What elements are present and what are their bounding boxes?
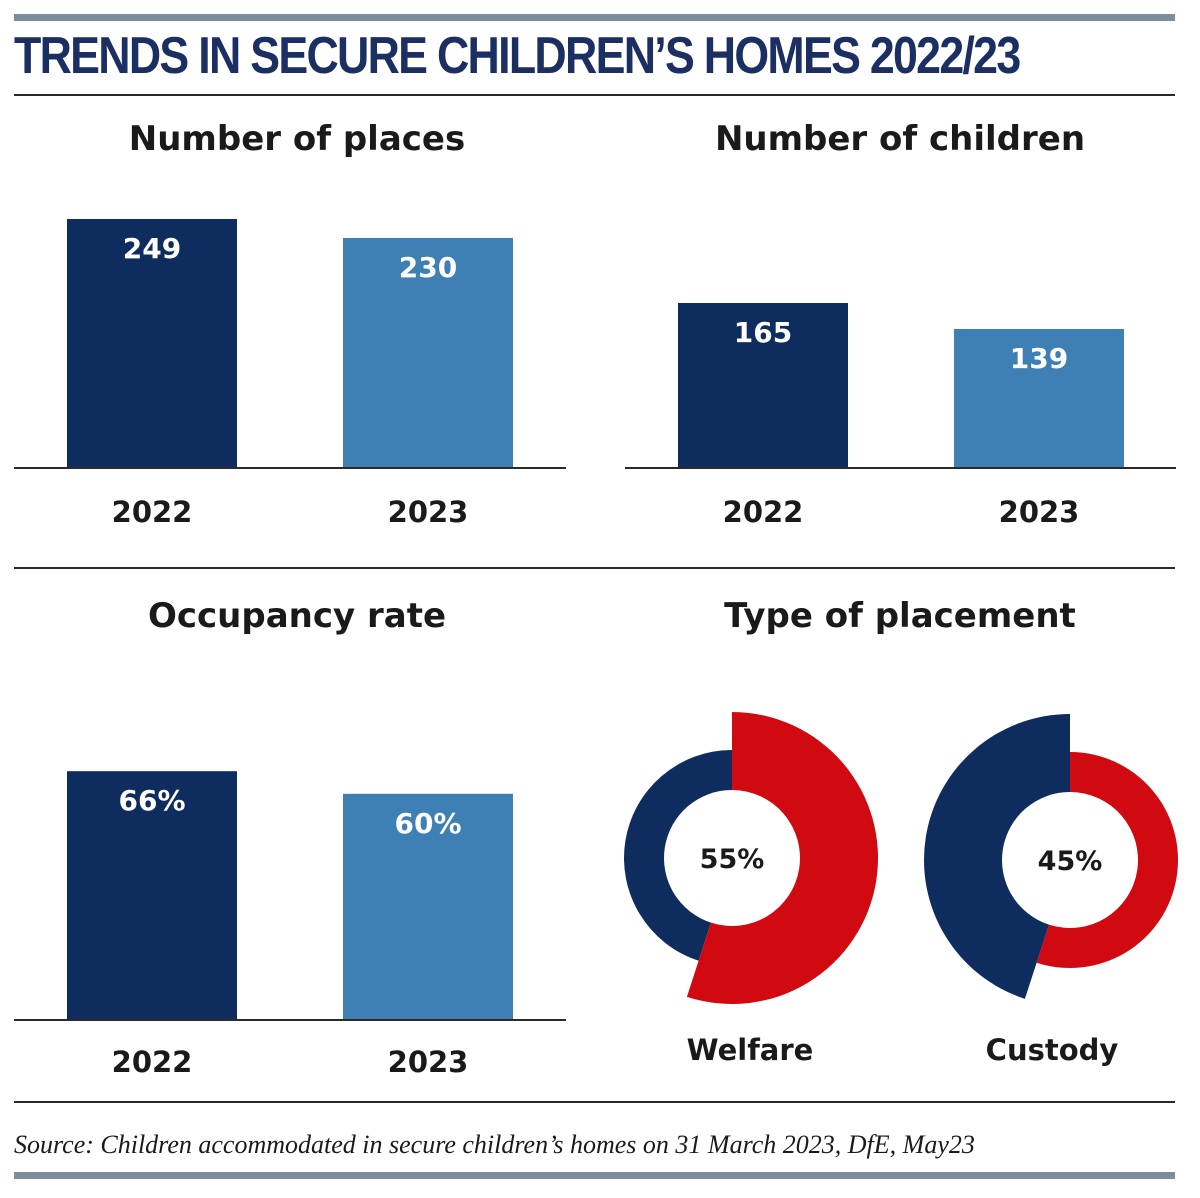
category-label-children-2022: 2022 [723, 495, 804, 529]
data-label-places-2022: 249 [123, 232, 181, 265]
data-label-occupancy-2023: 60% [394, 807, 461, 840]
bottom-rule [14, 1172, 1175, 1179]
panel-title-children: Number of children [714, 119, 1086, 159]
donut-custody-percent-label: 45% [1038, 846, 1103, 877]
main-title: TRENDS IN SECURE CHILDREN’S HOMES 2022/2… [14, 27, 1021, 85]
category-label-places-2022: 2022 [112, 495, 193, 529]
donut-welfare-share-segment [686, 712, 878, 1004]
top-rule [14, 14, 1175, 21]
bar-children-2023 [954, 329, 1124, 468]
category-label-occupancy-2023: 2023 [388, 1045, 469, 1079]
donut-custody-name-label: Custody [986, 1033, 1119, 1067]
data-label-children-2023: 139 [1010, 342, 1068, 375]
panel-title-placement: Type of placement [724, 596, 1076, 636]
donut-welfare-name-label: Welfare [687, 1033, 814, 1067]
category-label-occupancy-2022: 2022 [112, 1045, 193, 1079]
middle-divider [14, 567, 1175, 569]
bar-places-2022 [67, 219, 237, 468]
bar-children-2022 [678, 303, 848, 468]
bottom-divider [14, 1101, 1175, 1103]
donut-custody-rest-segment [1036, 752, 1178, 969]
source-note: Source: Children accommodated in secure … [14, 1130, 975, 1159]
donut-custody-share-segment [924, 714, 1070, 999]
title-divider [14, 94, 1175, 96]
donut-welfare-rest-segment [624, 750, 732, 961]
panel-title-occupancy: Occupancy rate [147, 596, 447, 636]
category-label-children-2023: 2023 [999, 495, 1080, 529]
data-label-children-2022: 165 [734, 316, 792, 349]
panel-title-places: Number of places [128, 119, 466, 159]
category-label-places-2023: 2023 [388, 495, 469, 529]
donut-welfare-percent-label: 55% [700, 844, 765, 875]
bar-places-2023 [343, 238, 513, 468]
data-label-places-2023: 230 [399, 251, 457, 284]
data-label-occupancy-2022: 66% [118, 784, 185, 817]
bar-occupancy-2022 [67, 771, 237, 1020]
bar-occupancy-2023 [343, 793, 513, 1020]
